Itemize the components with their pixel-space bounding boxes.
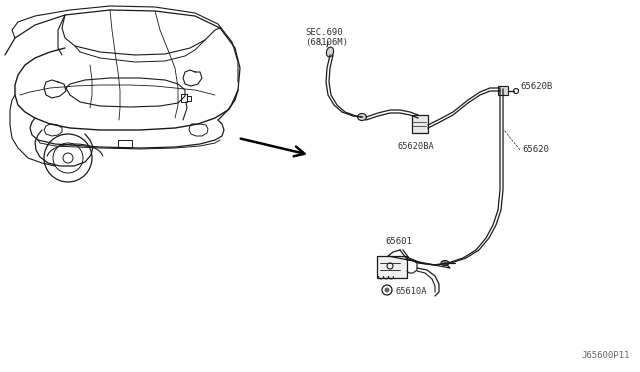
Bar (498, 86, 508, 95)
Text: 65620BA: 65620BA (398, 142, 435, 151)
Bar (412, 115, 428, 133)
Text: SEC.690
(68106M): SEC.690 (68106M) (305, 28, 348, 47)
Bar (377, 256, 407, 278)
Text: 65601: 65601 (385, 237, 412, 246)
Text: J65600P11: J65600P11 (582, 351, 630, 360)
Ellipse shape (358, 113, 367, 121)
Ellipse shape (441, 260, 449, 266)
Text: 65620B: 65620B (520, 82, 552, 91)
Ellipse shape (326, 47, 333, 57)
Circle shape (385, 288, 390, 292)
Text: 65620: 65620 (522, 145, 549, 154)
Text: 65610A: 65610A (395, 288, 426, 296)
